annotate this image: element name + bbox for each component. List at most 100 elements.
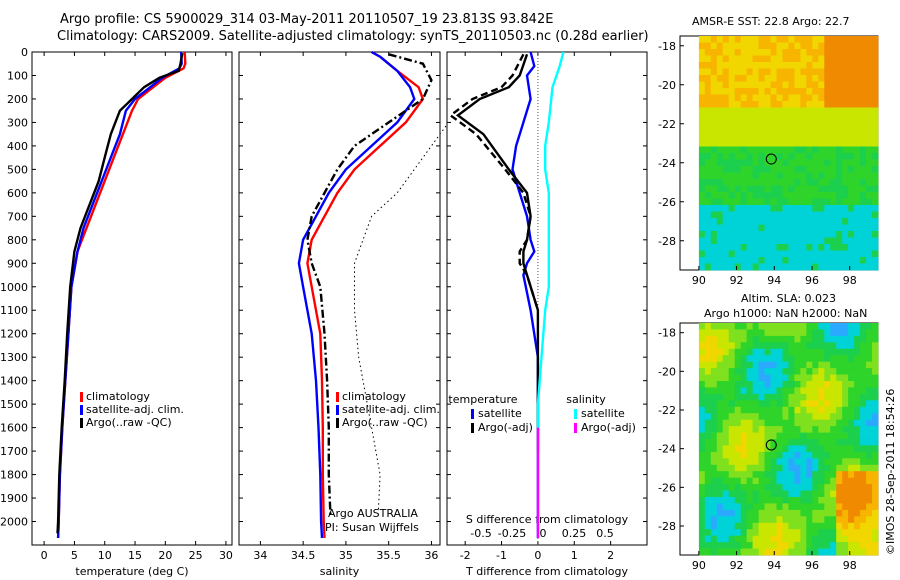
temperature-panel-frame	[31, 51, 233, 546]
heatmap-cell	[764, 503, 771, 511]
heatmap-cell	[806, 490, 813, 498]
heatmap-cell	[710, 192, 718, 199]
heatmap-cell	[800, 133, 807, 141]
heatmap-cell	[770, 335, 777, 343]
heatmap-cell	[866, 250, 873, 258]
heatmap-cell	[752, 445, 759, 453]
heatmap-cell	[764, 529, 771, 536]
heatmap-cell	[722, 548, 730, 556]
heatmap-cell	[848, 257, 855, 264]
heatmap-cell	[728, 387, 736, 395]
heatmap-cell	[872, 211, 879, 219]
heatmap-cell	[872, 516, 879, 524]
heatmap-cell	[746, 146, 753, 154]
heatmap-cell	[776, 94, 783, 102]
heatmap-cell	[800, 224, 807, 232]
heatmap-cell	[818, 198, 825, 206]
heatmap-cell	[728, 439, 736, 446]
heatmap-cell	[842, 509, 849, 517]
heatmap-cell	[818, 224, 825, 232]
heatmap-cell	[788, 172, 795, 180]
heatmap-cell	[698, 348, 706, 356]
heatmap-cell	[776, 133, 783, 141]
heatmap-cell	[704, 355, 712, 362]
heatmap-cell	[734, 231, 742, 238]
heatmap-cell	[752, 224, 759, 232]
heatmap-cell	[722, 335, 730, 343]
heatmap-cell	[722, 81, 730, 89]
heatmap-cell	[698, 101, 706, 108]
heatmap-cell	[710, 548, 718, 556]
heatmap-cell	[836, 101, 843, 108]
heatmap-cell	[860, 88, 867, 95]
series-line	[306, 50, 425, 539]
heatmap-cell	[758, 224, 765, 232]
heatmap-cell	[788, 231, 795, 238]
heatmap-cell	[836, 509, 843, 517]
heatmap-cell	[782, 509, 789, 517]
heatmap-cell	[848, 413, 855, 420]
y-tick-label: 500	[7, 163, 28, 176]
heatmap-cell	[758, 179, 765, 186]
heatmap-cell	[788, 211, 795, 219]
heatmap-cell	[746, 263, 753, 271]
heatmap-cell	[716, 127, 724, 134]
heatmap-cell	[746, 250, 753, 258]
heatmap-cell	[782, 263, 789, 271]
heatmap-cell	[824, 323, 831, 330]
heatmap-cell	[728, 548, 736, 556]
heatmap-cell	[854, 81, 861, 89]
heatmap-cell	[836, 75, 843, 82]
heatmap-cell	[788, 101, 795, 108]
heatmap-cell	[866, 509, 873, 517]
heatmap-cell	[770, 81, 777, 89]
legend-swatch	[471, 409, 474, 419]
heatmap-cell	[698, 522, 706, 530]
x-tick-label: 98	[843, 274, 857, 287]
heatmap-cell	[710, 120, 718, 128]
heatmap-cell	[710, 355, 718, 362]
heatmap-cell	[764, 257, 771, 264]
heatmap-cell	[848, 153, 855, 160]
heatmap-cell	[842, 497, 849, 504]
heatmap-cell	[872, 439, 879, 446]
heatmap-cell	[818, 542, 825, 549]
heatmap-cell	[842, 464, 849, 472]
heatmap-cell	[788, 542, 795, 549]
heatmap-cell	[812, 484, 819, 491]
heatmap-cell	[848, 146, 855, 154]
heatmap-cell	[704, 484, 712, 491]
legend-swatch	[80, 392, 83, 402]
heatmap-cell	[848, 75, 855, 82]
heatmap-cell	[698, 153, 706, 160]
heatmap-cell	[722, 477, 730, 485]
heatmap-cell	[740, 368, 748, 375]
heatmap-cell	[788, 120, 795, 128]
heatmap-cell	[872, 471, 879, 478]
heatmap-cell	[854, 439, 861, 446]
heatmap-cell	[806, 426, 813, 433]
heatmap-cell	[812, 120, 819, 128]
heatmap-cell	[866, 140, 873, 147]
heatmap-cell	[836, 490, 843, 498]
heatmap-cell	[698, 323, 706, 330]
heatmap-cell	[710, 445, 718, 453]
heatmap-cell	[740, 471, 748, 478]
heatmap-cell	[842, 192, 849, 199]
heatmap-cell	[824, 192, 831, 199]
heatmap-cell	[854, 529, 861, 536]
heatmap-cell	[824, 361, 831, 369]
heatmap-cell	[752, 348, 759, 356]
heatmap-cell	[824, 205, 831, 212]
heatmap-cell	[776, 237, 783, 245]
heatmap-cell	[788, 140, 795, 147]
heatmap-cell	[800, 458, 807, 466]
heatmap-cell	[854, 75, 861, 82]
heatmap-cell	[734, 114, 742, 121]
heatmap-cell	[872, 88, 879, 95]
heatmap-cell	[764, 381, 771, 388]
heatmap-cell	[854, 381, 861, 388]
heatmap-cell	[746, 490, 753, 498]
heatmap-cell	[728, 244, 736, 251]
heatmap-cell	[866, 42, 873, 50]
